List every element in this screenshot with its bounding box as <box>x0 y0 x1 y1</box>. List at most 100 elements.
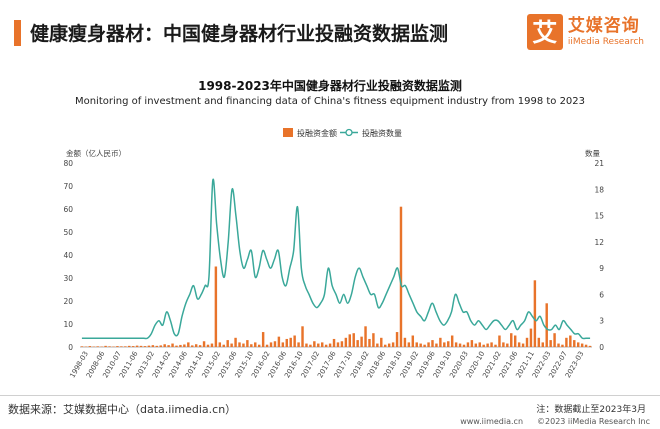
amount-bar <box>273 341 277 347</box>
amount-bar <box>206 344 210 347</box>
amount-bar <box>561 344 564 347</box>
amount-bar <box>384 344 387 347</box>
right-tick-label: 12 <box>594 238 604 247</box>
amount-bar <box>143 346 147 347</box>
amount-bar <box>254 342 257 347</box>
amount-bar <box>179 344 182 347</box>
right-tick-label: 6 <box>599 290 604 299</box>
amount-bar <box>88 346 92 347</box>
amount-bar <box>242 343 245 347</box>
amount-bar <box>395 332 399 347</box>
amount-bar <box>332 338 336 347</box>
amount-bar <box>234 337 237 347</box>
amount-bar <box>427 342 430 347</box>
amount-bar <box>537 337 541 347</box>
amount-bar <box>443 342 446 347</box>
amount-bar <box>466 342 470 347</box>
amount-bar <box>419 343 422 347</box>
amount-bar <box>124 346 127 347</box>
logo-cn: 艾媒咨询 <box>567 15 640 36</box>
amount-bar <box>541 342 544 347</box>
amount-bar <box>502 342 505 347</box>
left-tick-label: 0 <box>68 343 73 352</box>
page-title: 健康瘦身器材：中国健身器材行业投融资数据监测 <box>30 23 449 45</box>
amount-bar <box>407 342 411 347</box>
amount-bar <box>120 346 123 347</box>
amount-bar <box>218 342 222 347</box>
amount-bar <box>147 345 151 347</box>
amount-bar <box>336 342 340 347</box>
left-tick-label: 50 <box>63 228 73 237</box>
footer-site: www.iimedia.cn ©2023 iiMedia Research In… <box>0 417 660 426</box>
amount-bar <box>214 266 218 347</box>
amount-bar <box>372 333 375 347</box>
amount-bar <box>281 342 285 347</box>
legend-marker-count <box>345 128 353 137</box>
amount-bar <box>352 333 355 347</box>
left-tick-label: 10 <box>63 320 73 329</box>
left-tick-label: 20 <box>63 297 73 306</box>
legend-label-amount: 投融资金额 <box>297 128 337 138</box>
amount-bar <box>565 337 568 347</box>
left-tick-label: 60 <box>63 205 73 214</box>
right-tick-label: 3 <box>599 317 604 326</box>
amount-bar <box>356 340 359 347</box>
amount-bar <box>210 343 214 347</box>
left-tick-label: 30 <box>63 274 73 283</box>
amount-bar <box>376 343 379 347</box>
right-tick-label: 0 <box>599 343 604 352</box>
amount-bar <box>387 343 391 347</box>
amount-bar <box>289 337 292 347</box>
amount-bar <box>549 340 552 347</box>
amount-bar <box>293 335 296 347</box>
amount-bar <box>490 342 493 347</box>
amount-bar <box>584 344 588 347</box>
title-accent-bar <box>14 20 21 46</box>
amount-bar <box>360 336 363 347</box>
amount-bar <box>128 345 131 347</box>
chart-subtitle: Monitoring of investment and financing d… <box>74 96 586 107</box>
amount-bar <box>494 344 497 347</box>
amount-bar <box>423 344 426 347</box>
right-axis-title: 数量 <box>585 148 600 158</box>
amount-bar <box>447 341 450 347</box>
logo-text: 艾媒咨询 iiMedia Research <box>567 15 644 48</box>
right-tick-label: 21 <box>594 159 604 168</box>
amount-bar <box>328 343 332 347</box>
left-tick-label: 40 <box>63 251 73 260</box>
amount-bar <box>163 344 166 347</box>
amount-bar <box>108 346 111 347</box>
amount-bar <box>202 341 206 347</box>
amount-bar <box>104 345 107 347</box>
footer-divider <box>0 395 660 396</box>
legend-label-count: 投融资数量 <box>362 128 402 138</box>
left-tick-label: 70 <box>63 182 73 191</box>
site-url[interactable]: www.iimedia.cn <box>460 417 524 426</box>
copyright: ©2023 iiMedia Research Inc <box>537 417 650 426</box>
left-axis-title: 金额（亿人民币） <box>66 148 126 158</box>
amount-bar <box>439 337 442 347</box>
amount-bar <box>80 346 84 347</box>
logo-en: iiMedia Research <box>567 36 644 47</box>
amount-bar <box>238 342 241 347</box>
amount-bar <box>573 340 576 347</box>
amount-bar <box>261 332 265 347</box>
amount-bar <box>557 343 560 347</box>
amount-bar <box>391 342 395 347</box>
amount-bar <box>513 335 517 347</box>
count-line <box>81 178 591 340</box>
amount-bar <box>348 334 351 347</box>
amount-bar <box>545 303 548 347</box>
amount-bar <box>257 344 261 347</box>
logo-mark: 艾 <box>526 14 563 50</box>
amount-bar <box>435 343 438 347</box>
amount-bar <box>506 343 509 347</box>
iimedia-logo: 艾 艾媒咨询 iiMedia Research <box>526 12 644 52</box>
amount-bar <box>183 344 186 347</box>
amount-bar <box>498 335 501 347</box>
amount-bar <box>175 345 178 347</box>
amount-bar <box>269 342 273 347</box>
amount-bar <box>486 343 489 347</box>
amount-bar <box>320 342 324 347</box>
